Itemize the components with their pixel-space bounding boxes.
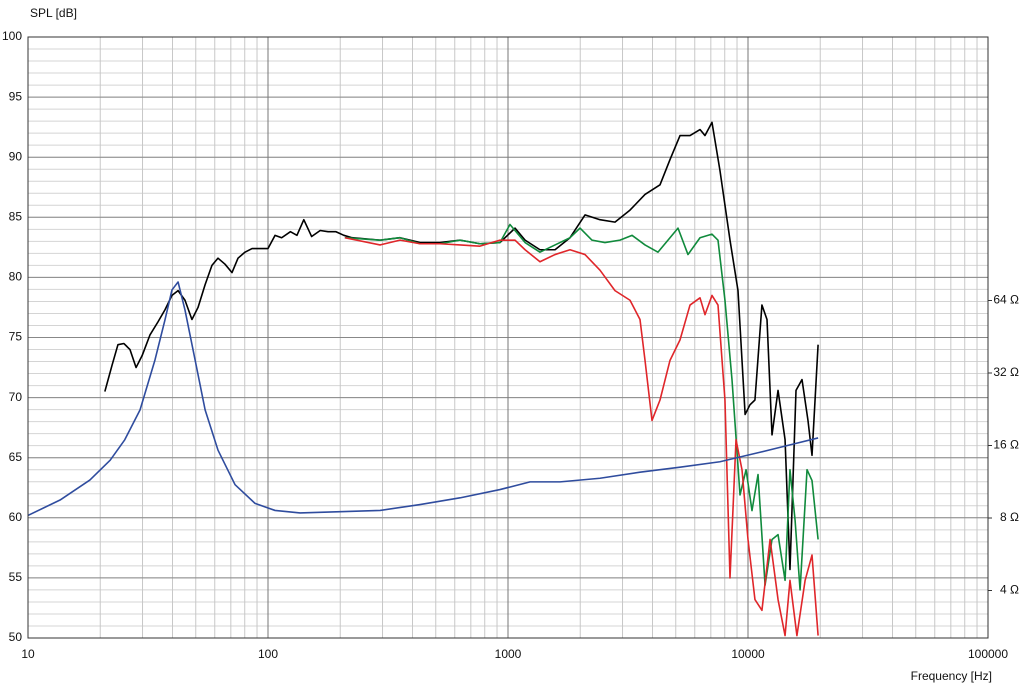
x-tick-label: 10: [21, 647, 35, 661]
series-line: [344, 223, 819, 591]
series-line: [344, 236, 819, 637]
y-tick-label: 100: [2, 29, 22, 43]
y2-tick-label: 16 Ω: [993, 438, 1019, 452]
x-axis-label: Frequency [Hz]: [911, 669, 992, 683]
series-line: [104, 121, 819, 571]
y2-tick-label: 8 Ω: [1000, 510, 1019, 524]
x-tick-label: 100000: [968, 647, 1008, 661]
plot-lines: [27, 121, 819, 637]
y-tick-label: 85: [9, 209, 23, 223]
y-tick-label: 60: [9, 510, 23, 524]
y-axis-label: SPL [dB]: [30, 6, 77, 20]
y-tick-label: 55: [9, 570, 23, 584]
x-tick-label: 100: [258, 647, 278, 661]
y-tick-label: 65: [9, 450, 23, 464]
y2-tick-label: 4 Ω: [1000, 583, 1019, 597]
y-tick-label: 95: [9, 89, 23, 103]
grid: [27, 36, 992, 639]
y-tick-label: 75: [9, 330, 23, 344]
y-tick-label: 70: [9, 390, 23, 404]
y2-tick-label: 64 Ω: [993, 293, 1019, 307]
x-tick-label: 10000: [731, 647, 765, 661]
y-tick-label: 80: [9, 270, 23, 284]
series-line: [27, 281, 819, 517]
y-tick-label: 50: [9, 630, 23, 644]
plot-frame: [27, 36, 989, 639]
labels: SPL [dB] Frequency [Hz] 50 55 60 65 70 75 80 85…: [2, 6, 1019, 683]
y-tick-label: 90: [9, 149, 23, 163]
y2-tick-label: 32 Ω: [993, 365, 1019, 379]
x-tick-label: 1000: [495, 647, 522, 661]
